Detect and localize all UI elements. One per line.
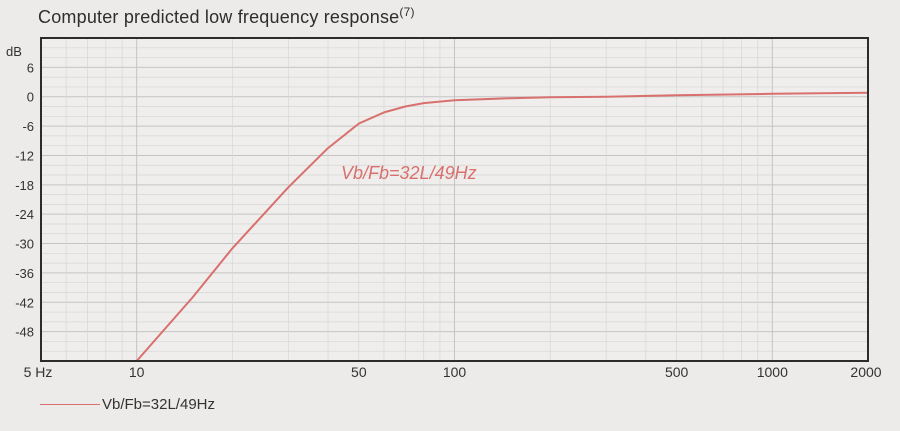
y-tick-label: -24	[15, 207, 34, 222]
y-tick-label: -18	[15, 178, 34, 193]
legend: Vb/Fb=32L/49Hz	[40, 396, 215, 413]
x-tick-label: 5 Hz	[24, 364, 53, 380]
x-tick-label: 10	[129, 364, 145, 380]
x-tick-label: 100	[443, 364, 467, 380]
y-tick-label: 0	[27, 90, 34, 105]
y-axis-labels: dB 6 0 -6 -12 -18 -24 -30 -36 -42 -48	[6, 44, 34, 340]
y-axis-unit-label: dB	[6, 44, 22, 59]
grid-lines	[41, 37, 868, 362]
plot-frame	[40, 37, 869, 362]
curve-annotation: Vb/Fb=32L/49Hz	[341, 163, 477, 183]
x-axis-labels: 5 Hz 10 50 100 500 1000 2000	[24, 364, 882, 380]
chart-title-text: Computer predicted low frequency respons…	[38, 7, 400, 27]
y-tick-label: -6	[22, 119, 34, 134]
y-tick-label: -30	[15, 237, 34, 252]
x-tick-label: 1000	[757, 364, 788, 380]
series-line-response	[135, 91, 869, 362]
x-tick-label: 500	[665, 364, 689, 380]
x-tick-label: 50	[351, 364, 367, 380]
x-tick-label: 2000	[850, 364, 881, 380]
chart-title-footnote: (7)	[399, 5, 415, 19]
legend-line-swatch	[40, 404, 100, 405]
chart-title: Computer predicted low frequency respons…	[38, 5, 415, 28]
y-tick-label: 6	[27, 60, 34, 75]
y-tick-label: -42	[15, 295, 34, 310]
y-tick-label: -48	[15, 325, 34, 340]
y-tick-label: -36	[15, 266, 34, 281]
y-tick-label: -12	[15, 148, 34, 163]
legend-label: Vb/Fb=32L/49Hz	[102, 396, 215, 413]
series-layer	[135, 91, 869, 362]
